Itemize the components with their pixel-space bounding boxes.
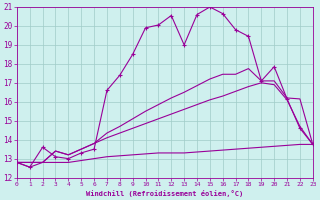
X-axis label: Windchill (Refroidissement éolien,°C): Windchill (Refroidissement éolien,°C)	[86, 190, 244, 197]
